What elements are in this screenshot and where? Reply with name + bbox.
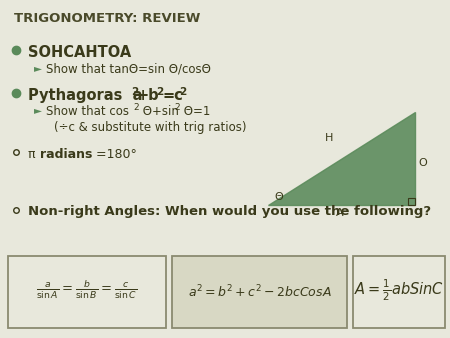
Text: H: H xyxy=(325,133,333,143)
Text: Pythagoras  a: Pythagoras a xyxy=(28,88,143,103)
Text: π: π xyxy=(28,148,40,161)
Text: 2: 2 xyxy=(156,87,163,97)
Text: Non-right Angles: When would you use the following?: Non-right Angles: When would you use the… xyxy=(28,205,431,218)
Text: $A = \frac{1}{2}abSinC$: $A = \frac{1}{2}abSinC$ xyxy=(354,277,444,303)
Text: A: A xyxy=(336,208,344,218)
Polygon shape xyxy=(268,112,415,205)
Text: TRIGONOMETRY: REVIEW: TRIGONOMETRY: REVIEW xyxy=(14,12,200,25)
FancyBboxPatch shape xyxy=(353,256,445,328)
Text: (÷c & substitute with trig ratios): (÷c & substitute with trig ratios) xyxy=(54,121,247,134)
Text: Θ+sin: Θ+sin xyxy=(139,105,179,118)
Text: 2: 2 xyxy=(174,103,180,112)
Text: 2: 2 xyxy=(131,87,138,97)
Text: $a^2 = b^2 + c^2 - 2bcCosA$: $a^2 = b^2 + c^2 - 2bcCosA$ xyxy=(188,284,331,300)
Text: ►: ► xyxy=(34,105,42,115)
Text: radians: radians xyxy=(40,148,92,161)
Text: $\frac{a}{\sin A} = \frac{b}{\sin B} = \frac{c}{\sin C}$: $\frac{a}{\sin A} = \frac{b}{\sin B} = \… xyxy=(36,279,138,301)
Text: ►: ► xyxy=(34,63,42,73)
Text: +b: +b xyxy=(137,88,160,103)
Text: Θ: Θ xyxy=(274,192,283,202)
Text: =180°: =180° xyxy=(92,148,137,161)
Text: =c: =c xyxy=(162,88,183,103)
Text: O: O xyxy=(418,158,427,168)
Text: 2: 2 xyxy=(133,103,139,112)
Text: Show that cos: Show that cos xyxy=(46,105,129,118)
Text: Θ=1: Θ=1 xyxy=(180,105,211,118)
Text: Show that tanΘ=sin Θ/cosΘ: Show that tanΘ=sin Θ/cosΘ xyxy=(46,63,211,76)
FancyBboxPatch shape xyxy=(172,256,347,328)
Text: 2: 2 xyxy=(179,87,186,97)
Text: SOHCAHTOA: SOHCAHTOA xyxy=(28,45,131,60)
FancyBboxPatch shape xyxy=(8,256,166,328)
